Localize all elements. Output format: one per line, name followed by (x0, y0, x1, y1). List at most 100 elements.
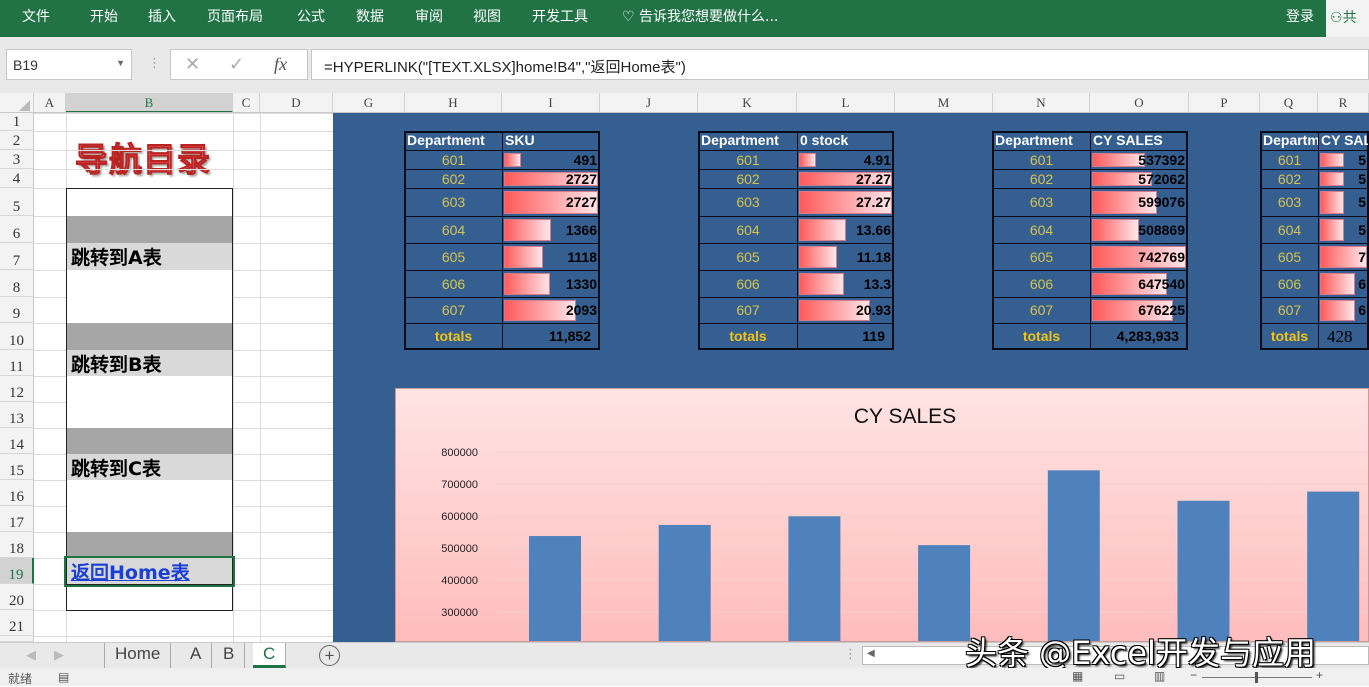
nav-link-link_b[interactable]: 跳转到B表 (66, 350, 233, 377)
dept-cell: 601 (992, 150, 1091, 170)
bar-3[interactable] (918, 545, 971, 641)
header-metric: 0 stock (797, 131, 894, 151)
column-header-C[interactable]: C (233, 93, 260, 112)
bar-6[interactable] (1307, 491, 1360, 641)
bar-4[interactable] (1047, 470, 1100, 641)
row-header-1[interactable]: 1 (0, 113, 34, 131)
bar-5[interactable] (1177, 500, 1230, 641)
column-header-D[interactable]: D (260, 93, 333, 112)
gridline (260, 113, 261, 642)
page-layout-view-icon[interactable]: ▭ (1114, 669, 1126, 683)
column-header-Q[interactable]: Q (1260, 93, 1318, 112)
ribbon-tab-0[interactable]: 文件 (22, 9, 50, 25)
dept-cell: 603 (698, 188, 798, 217)
macro-record-icon[interactable]: ▤ (58, 670, 70, 684)
column-header-A[interactable]: A (34, 93, 66, 112)
scroll-right-icon[interactable]: ▶ (54, 647, 64, 662)
ribbon-tab-8[interactable]: 开发工具 (532, 9, 588, 25)
column-header-L[interactable]: L (797, 93, 895, 112)
tell-me-search[interactable]: ♡ 告诉我您想要做什么... (622, 9, 779, 25)
row-header-11[interactable]: 11 (0, 350, 34, 376)
row-header-17[interactable]: 17 (0, 506, 34, 532)
row-header-8[interactable]: 8 (0, 270, 34, 297)
column-header-G[interactable]: G (333, 93, 405, 112)
normal-view-icon[interactable]: ▦ (1072, 669, 1084, 683)
bar-2[interactable] (788, 516, 841, 641)
add-sheet-icon[interactable]: + (319, 645, 340, 666)
column-header-K[interactable]: K (698, 93, 797, 112)
column-header-N[interactable]: N (993, 93, 1090, 112)
value-text: 5 (1358, 171, 1366, 187)
sheet-tab-B[interactable]: B (213, 643, 246, 668)
splitter-icon[interactable]: ⋮ (844, 646, 857, 661)
ribbon-tab-1[interactable]: 开始 (90, 9, 118, 25)
row-header-4[interactable]: 4 (0, 169, 34, 188)
row-header-12[interactable]: 12 (0, 376, 34, 402)
column-header-P[interactable]: P (1189, 93, 1260, 112)
ribbon-tab-3[interactable]: 页面布局 (207, 9, 263, 25)
row-header-14[interactable]: 14 (0, 428, 34, 454)
login-button[interactable]: 登录 (1286, 9, 1314, 25)
row-header-18[interactable]: 18 (0, 532, 34, 558)
totals-value: 4,283,933 (1090, 323, 1188, 350)
column-header-M[interactable]: M (895, 93, 993, 112)
row-header-10[interactable]: 10 (0, 323, 34, 350)
value-cell: 20.93 (797, 297, 894, 324)
horizontal-scrollbar[interactable]: ◀ (862, 646, 1369, 665)
row-header-2[interactable]: 2 (0, 131, 34, 150)
column-header-R[interactable]: R (1318, 93, 1369, 112)
ribbon-tab-7[interactable]: 视图 (473, 9, 501, 25)
cy-sales-chart[interactable]: CY SALES 800000 700000 600000 500000 400000 3… (395, 388, 1369, 642)
row-header-20[interactable]: 20 (0, 584, 34, 610)
row-header-5[interactable]: 5 (0, 188, 34, 216)
row-header-16[interactable]: 16 (0, 480, 34, 506)
nav-link-link_a[interactable]: 跳转到A表 (66, 243, 233, 271)
header-department: Department (992, 131, 1091, 151)
row-header-19[interactable]: 19 (0, 558, 34, 584)
name-box[interactable]: B19 ▼ (6, 49, 132, 80)
enter-icon[interactable]: ✓ (229, 54, 245, 74)
column-header-O[interactable]: O (1090, 93, 1189, 112)
cancel-icon[interactable]: ✕ (185, 54, 201, 74)
column-header-B[interactable]: B (66, 93, 233, 112)
dept-cell: 607 (698, 297, 798, 324)
row-header-21[interactable]: 21 (0, 610, 34, 636)
zoom-in-icon[interactable]: + (1316, 668, 1324, 682)
nav-link-link_home[interactable]: 返回Home表 (64, 556, 235, 587)
row-header-6[interactable]: 6 (0, 216, 34, 243)
scroll-left-arrow-icon[interactable]: ◀ (867, 648, 875, 659)
chevron-down-icon[interactable]: ▼ (116, 58, 125, 68)
column-header-J[interactable]: J (600, 93, 698, 112)
row-header-13[interactable]: 13 (0, 402, 34, 428)
nav-link-link_c[interactable]: 跳转到C表 (66, 454, 233, 481)
nav-cell (66, 297, 233, 324)
insert-function-icon[interactable]: fx (274, 54, 287, 74)
ribbon-tab-6[interactable]: 审阅 (415, 9, 443, 25)
ribbon-tab-5[interactable]: 数据 (356, 9, 384, 25)
share-button[interactable]: ⚇共 (1326, 0, 1369, 37)
data-bar (1320, 172, 1344, 186)
row-header-3[interactable]: 3 (0, 150, 34, 169)
header-metric: CY SALES (1090, 131, 1188, 151)
page-break-view-icon[interactable]: ▥ (1154, 669, 1166, 683)
ribbon-tab-2[interactable]: 插入 (148, 9, 176, 25)
zoom-slider[interactable] (1202, 672, 1312, 683)
value-text: 13.3 (863, 276, 891, 292)
column-header-I[interactable]: I (502, 93, 600, 112)
sheet-tab-Home[interactable]: Home (104, 643, 172, 668)
bar-0[interactable] (529, 536, 581, 641)
sheet-tab-C[interactable]: C (253, 643, 287, 668)
dept-cell: 601 (1260, 150, 1319, 170)
row-header-9[interactable]: 9 (0, 297, 34, 323)
formula-input[interactable]: =HYPERLINK("[TEXT.XLSX]home!B4","返回Home表… (311, 49, 1369, 80)
row-header-7[interactable]: 7 (0, 243, 34, 270)
sheet-tab-A[interactable]: A (180, 643, 213, 668)
value-text: 27.27 (855, 194, 891, 210)
scroll-left-icon[interactable]: ◀ (26, 647, 36, 662)
ribbon-tab-4[interactable]: 公式 (297, 9, 325, 25)
select-all-corner[interactable] (0, 93, 34, 112)
bar-1[interactable] (658, 524, 711, 641)
column-header-H[interactable]: H (405, 93, 502, 112)
zoom-out-icon[interactable]: − (1190, 668, 1198, 682)
row-header-15[interactable]: 15 (0, 454, 34, 480)
